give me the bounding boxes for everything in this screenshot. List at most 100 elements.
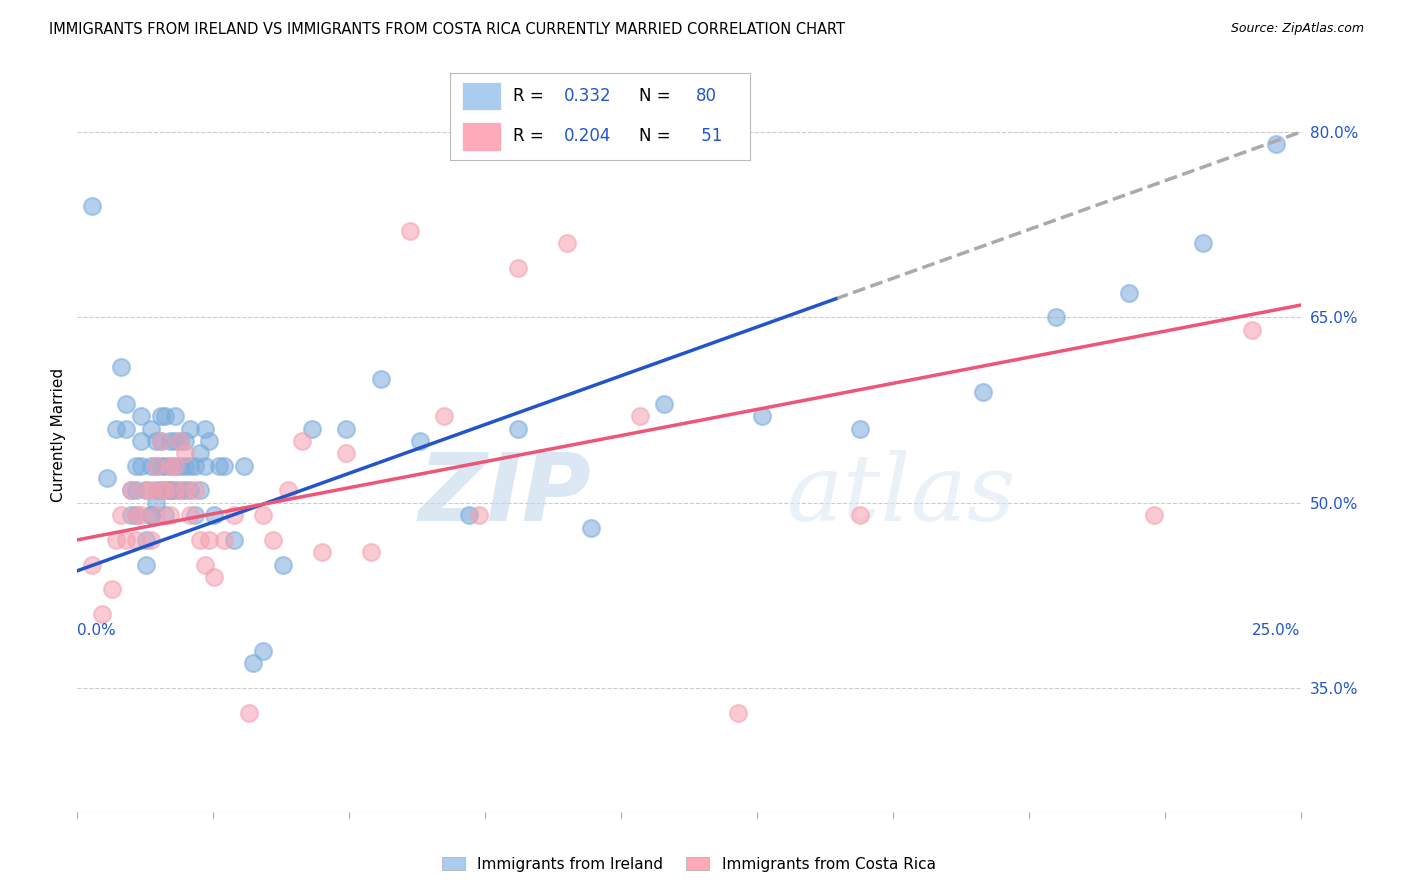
Point <box>262 533 284 547</box>
Point <box>159 458 181 473</box>
Point <box>202 508 225 523</box>
Point <box>155 458 177 473</box>
Point <box>174 434 197 448</box>
Point <box>1191 236 1213 251</box>
Point <box>149 434 172 448</box>
Point <box>252 508 274 523</box>
Point <box>193 458 215 473</box>
Point <box>165 458 187 473</box>
Point <box>849 422 872 436</box>
Point <box>252 644 274 658</box>
Point <box>115 397 138 411</box>
Point <box>179 508 201 523</box>
Point <box>165 483 187 498</box>
Point <box>335 422 357 436</box>
Point <box>159 508 181 523</box>
Point <box>628 409 651 424</box>
Point <box>193 558 215 572</box>
Point <box>155 483 177 498</box>
Point <box>360 545 382 559</box>
Point <box>579 520 602 534</box>
Point <box>654 397 676 411</box>
Point <box>139 508 162 523</box>
Text: atlas: atlas <box>787 450 1017 541</box>
Point <box>149 434 172 448</box>
Point <box>125 483 148 498</box>
Point <box>139 458 162 473</box>
Point <box>188 446 211 460</box>
Point <box>399 224 422 238</box>
Point <box>202 570 225 584</box>
Point <box>1240 323 1263 337</box>
Point <box>135 533 157 547</box>
Point <box>169 458 191 473</box>
Point <box>506 260 529 275</box>
Point <box>159 458 181 473</box>
Point <box>105 422 128 436</box>
Point <box>125 508 148 523</box>
Point <box>110 508 132 523</box>
Point <box>120 483 142 498</box>
Point <box>179 458 201 473</box>
Point <box>232 458 254 473</box>
Point <box>145 508 167 523</box>
Point <box>165 483 187 498</box>
Point <box>184 508 207 523</box>
Point <box>135 558 157 572</box>
Y-axis label: Currently Married: Currently Married <box>51 368 66 502</box>
Point <box>174 483 197 498</box>
Point <box>105 533 128 547</box>
Point <box>139 533 162 547</box>
Point <box>174 483 197 498</box>
Text: 0.0%: 0.0% <box>77 624 117 639</box>
Point <box>96 471 118 485</box>
Point <box>129 508 152 523</box>
Point <box>159 483 181 498</box>
Point <box>467 508 489 523</box>
Point <box>457 508 479 523</box>
Point <box>139 422 162 436</box>
Point <box>159 434 181 448</box>
Point <box>110 359 132 374</box>
Point <box>1118 285 1140 300</box>
Point <box>125 533 148 547</box>
Point <box>242 657 264 671</box>
Point <box>145 458 167 473</box>
Point <box>115 422 138 436</box>
Text: 25.0%: 25.0% <box>1253 624 1301 639</box>
Point <box>212 458 235 473</box>
Point <box>120 508 142 523</box>
Point <box>751 409 773 424</box>
Text: IMMIGRANTS FROM IRELAND VS IMMIGRANTS FROM COSTA RICA CURRENTLY MARRIED CORRELAT: IMMIGRANTS FROM IRELAND VS IMMIGRANTS FR… <box>49 22 845 37</box>
Point <box>169 434 191 448</box>
Point <box>145 483 167 498</box>
Point <box>115 533 138 547</box>
Point <box>301 422 323 436</box>
Point <box>149 483 172 498</box>
Point <box>125 458 148 473</box>
Point <box>409 434 432 448</box>
Point <box>155 508 177 523</box>
Point <box>120 483 142 498</box>
Point <box>129 434 152 448</box>
Point <box>129 458 152 473</box>
Point <box>179 422 201 436</box>
Point <box>125 508 148 523</box>
Point <box>238 706 260 720</box>
Point <box>1143 508 1166 523</box>
Point <box>159 483 181 498</box>
Text: ZIP: ZIP <box>418 450 591 541</box>
Point <box>149 409 172 424</box>
Point <box>208 458 231 473</box>
Point <box>184 458 207 473</box>
Point <box>165 434 187 448</box>
Point <box>1265 137 1288 152</box>
Point <box>212 533 235 547</box>
Point <box>80 558 103 572</box>
Point <box>188 533 211 547</box>
Point <box>198 434 221 448</box>
Point <box>90 607 112 621</box>
Point <box>1045 310 1067 325</box>
Point <box>139 508 162 523</box>
Point <box>506 422 529 436</box>
